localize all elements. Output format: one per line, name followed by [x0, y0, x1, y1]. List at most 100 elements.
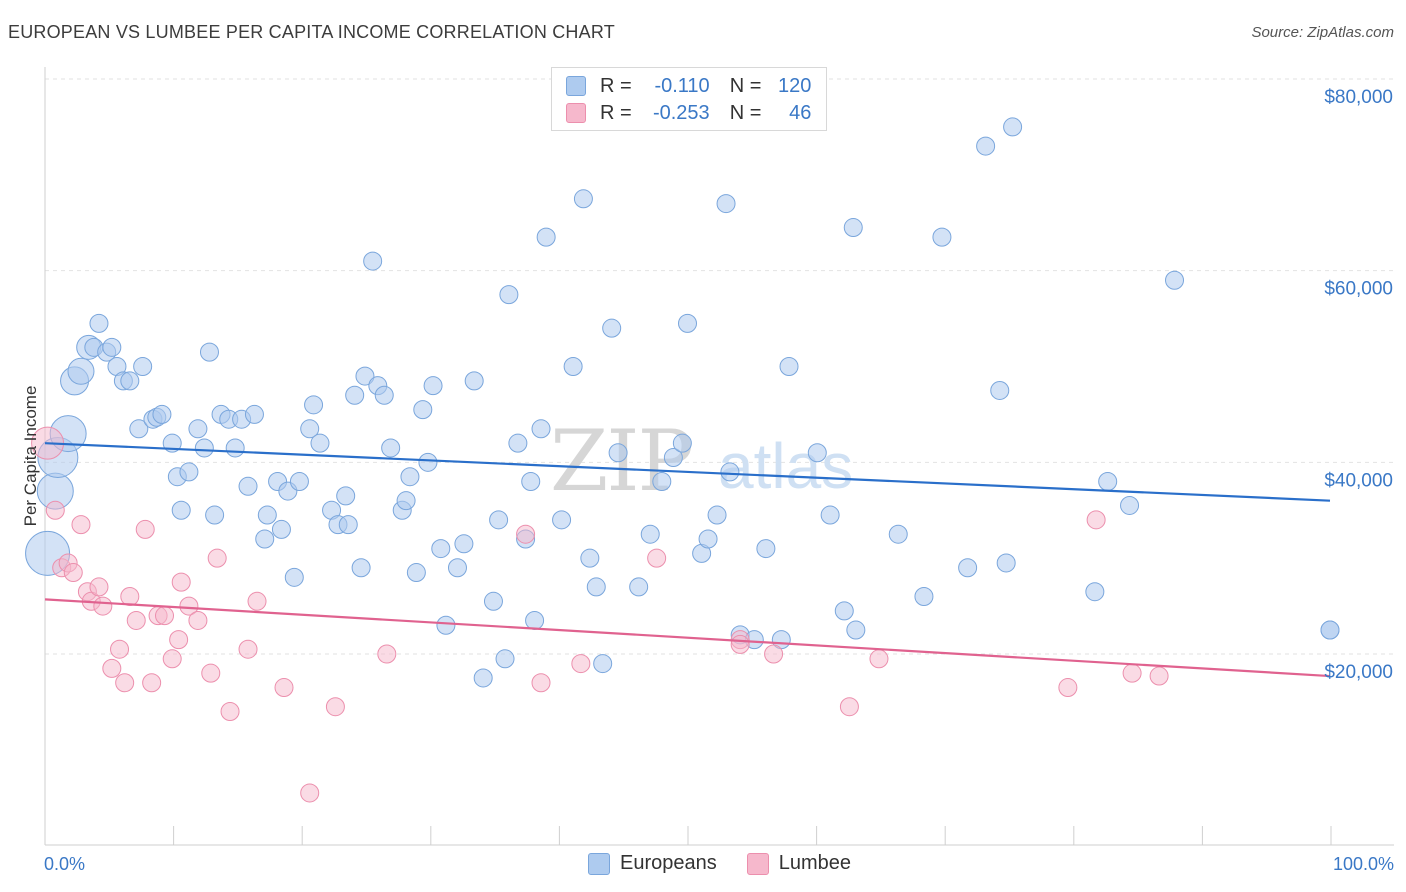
europeans-point — [355, 366, 375, 386]
legend-r-label: R = — [600, 101, 632, 124]
lumbee-point — [1058, 678, 1078, 698]
lumbee-point — [647, 548, 667, 568]
europeans-point — [171, 500, 191, 520]
y-axis-label: Per Capita Income — [21, 386, 40, 527]
lumbee-point — [120, 587, 140, 606]
europeans-point — [521, 472, 541, 491]
europeans-point — [255, 529, 275, 549]
lumbee-point — [238, 639, 258, 659]
europeans-point — [374, 385, 394, 405]
europeans-point — [495, 649, 515, 669]
europeans-point — [629, 577, 649, 597]
europeans-point — [958, 558, 978, 578]
europeans-point — [1165, 270, 1185, 290]
y-tick-label: $80,000 — [1324, 87, 1393, 108]
europeans-point — [1085, 582, 1105, 602]
europeans-point — [678, 313, 697, 333]
europeans-trend-line — [44, 442, 1331, 502]
y-tick-labels: $20,000 $40,000 $60,000 $80,000 — [1324, 87, 1393, 683]
lumbee-legend-swatch — [746, 852, 769, 875]
europeans-point — [406, 563, 426, 583]
lumbee-point — [142, 673, 162, 693]
europeans-point — [779, 357, 799, 376]
europeans-point — [652, 472, 672, 491]
europeans-point — [244, 404, 264, 424]
europeans-point — [672, 433, 692, 453]
europeans-point — [593, 654, 613, 674]
europeans-point — [1098, 472, 1118, 491]
legend-r-label: R = — [600, 74, 632, 97]
legend-row-lumbee: R = -0.253 N = 46 — [566, 100, 811, 126]
europeans-point — [447, 558, 467, 578]
lumbee-point — [247, 591, 267, 611]
lumbee-point — [730, 634, 750, 654]
legend-r-value: -0.253 — [652, 101, 710, 124]
lumbee-point — [45, 500, 65, 520]
europeans-point — [102, 337, 122, 357]
lumbee-point — [89, 577, 109, 597]
europeans-point — [888, 524, 908, 544]
europeans-point — [996, 553, 1016, 573]
grid-lines — [45, 78, 1394, 655]
x-tick-label-max: 100.0% — [1333, 854, 1394, 874]
europeans-point — [205, 505, 225, 525]
europeans-point — [129, 419, 149, 439]
europeans-point — [531, 419, 551, 439]
europeans-point — [552, 510, 572, 530]
lumbee-point — [764, 644, 784, 664]
lumbee-point — [115, 673, 135, 693]
europeans-point — [846, 620, 866, 640]
lumbee-point — [516, 524, 536, 544]
europeans-point — [508, 433, 528, 453]
europeans-swatch — [566, 76, 586, 96]
europeans-point — [580, 548, 600, 568]
europeans-point — [400, 467, 420, 487]
europeans-point — [67, 357, 95, 385]
y-tick-label: $60,000 — [1324, 279, 1393, 300]
europeans-point — [663, 448, 683, 468]
europeans-point — [914, 587, 934, 606]
y-tick-label: $20,000 — [1324, 662, 1393, 683]
europeans-point — [300, 419, 320, 439]
lumbee-point — [1149, 666, 1169, 686]
europeans-point — [608, 443, 628, 463]
europeans-point — [351, 558, 371, 578]
europeans-point — [698, 529, 718, 549]
europeans-point — [310, 433, 330, 453]
legend-n-label: N = — [729, 101, 762, 124]
europeans-point — [257, 505, 277, 525]
legend-r-value: -0.110 — [654, 74, 710, 97]
europeans-point — [363, 251, 383, 271]
europeans-point — [188, 419, 208, 439]
europeans-point — [133, 357, 153, 376]
europeans-point — [271, 519, 291, 539]
lumbee-point — [207, 548, 227, 568]
legend-n-value: 120 — [778, 74, 812, 97]
europeans-point — [413, 400, 433, 420]
europeans-point — [418, 452, 438, 472]
europeans-point — [199, 342, 219, 362]
europeans-legend-label: Europeans — [620, 852, 717, 874]
lumbee-legend-label: Lumbee — [778, 852, 852, 874]
europeans-point — [563, 357, 583, 376]
lumbee-point — [188, 610, 208, 630]
correlation-legend: R = -0.110 N = 120 R = -0.253 N = 46 — [551, 67, 827, 131]
europeans-point — [473, 668, 493, 688]
europeans-point — [345, 385, 365, 405]
legend-row-europeans: R = -0.110 N = 120 — [566, 73, 811, 99]
europeans-point — [807, 443, 827, 463]
lumbee-point — [571, 654, 591, 674]
europeans-point — [464, 371, 484, 391]
lumbee-point — [169, 630, 189, 650]
europeans-point — [932, 227, 952, 247]
lumbee-point — [325, 697, 345, 717]
europeans-point — [489, 510, 509, 530]
europeans-point — [483, 591, 503, 611]
europeans-point — [179, 462, 199, 482]
legend-n-value: 46 — [789, 101, 812, 124]
series-legend: Europeans Lumbee — [588, 852, 881, 875]
europeans-point — [573, 189, 593, 209]
europeans-point — [284, 567, 304, 587]
europeans-point — [707, 505, 727, 525]
